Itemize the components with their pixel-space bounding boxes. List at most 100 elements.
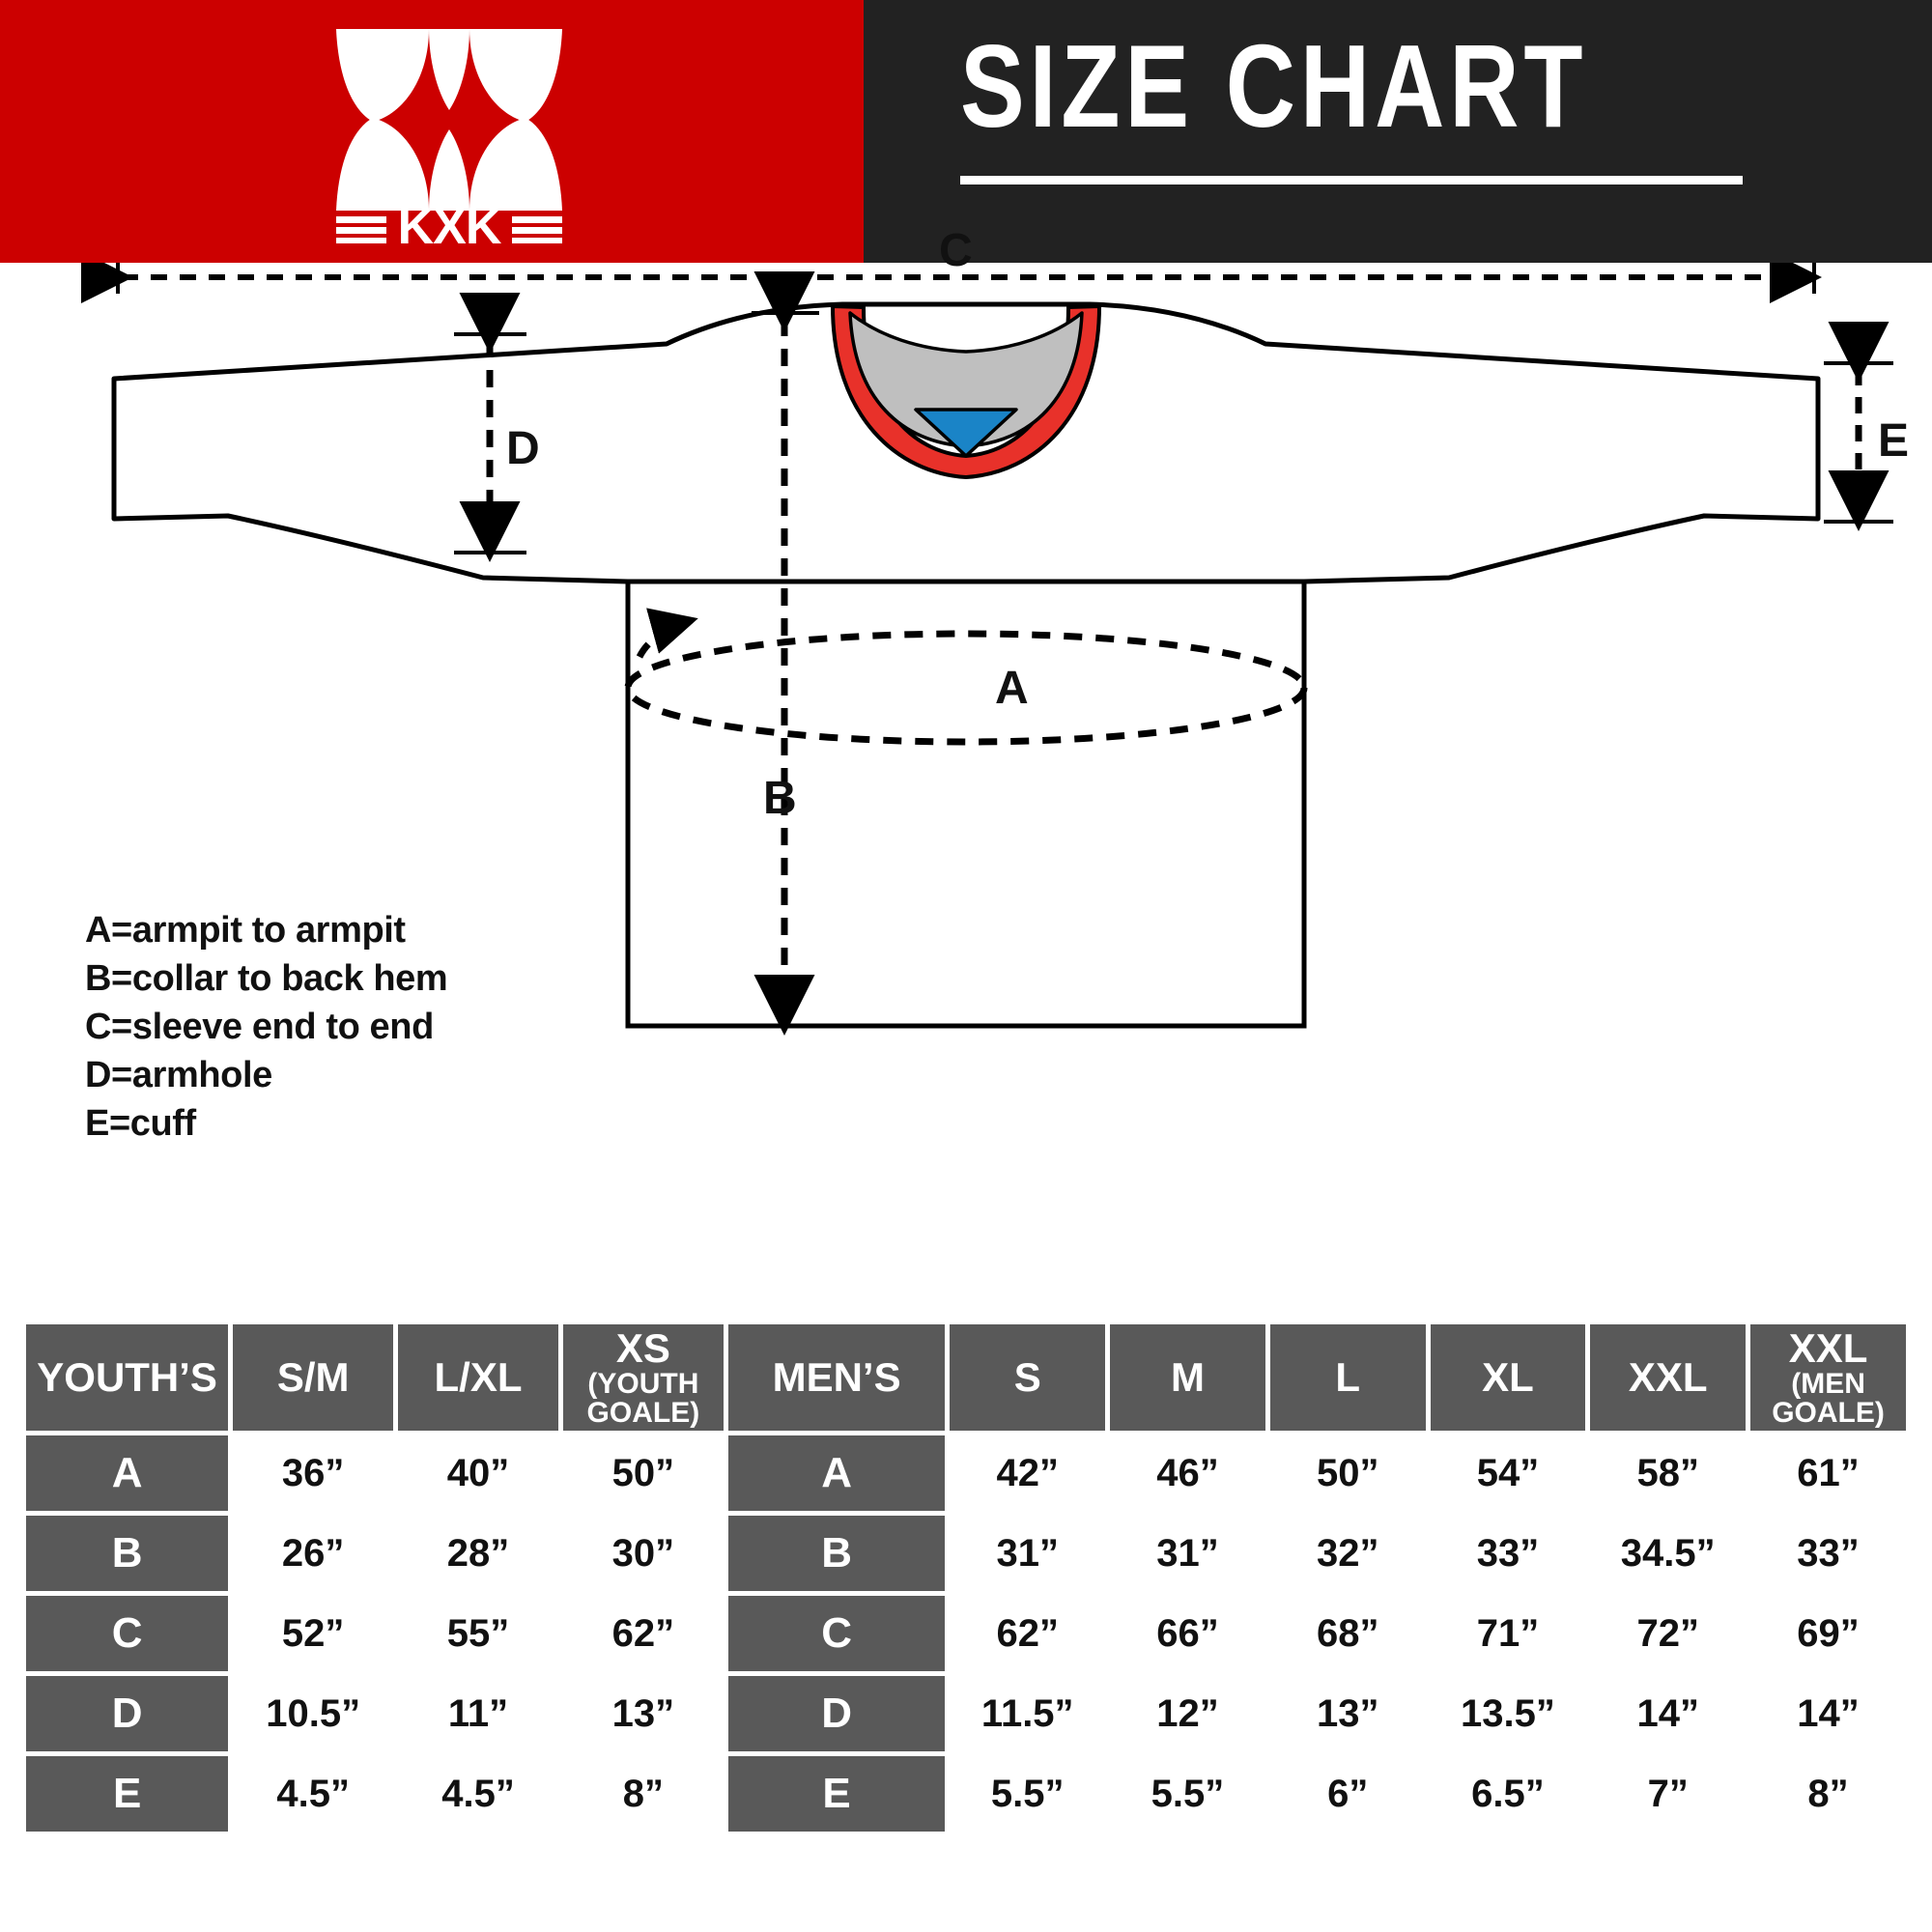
dimension-c	[81, 263, 1822, 303]
size-table-wrap: YOUTH’S S/M L/XL XS (YOUTH GOALE) MEN’S S M L XL X…	[21, 1320, 1911, 1836]
cell-mens-D-5: 14”	[1750, 1676, 1906, 1751]
cell-youth-B-2: 30”	[562, 1516, 724, 1591]
cell-mens-E-2: 6”	[1269, 1756, 1426, 1832]
cell-youth-A-0: 36”	[233, 1435, 394, 1511]
header-main: L	[1335, 1353, 1361, 1400]
table-row: C 52” 55” 62” C 62” 66” 68” 71” 72” 69”	[26, 1596, 1906, 1671]
jersey-collar	[831, 304, 1101, 479]
table-header-mens-size-4: XXL	[1590, 1324, 1747, 1431]
table-row: B 26” 28” 30” B 31” 31” 32” 33” 34.5” 33”	[26, 1516, 1906, 1591]
table-header-youth: YOUTH’S	[26, 1324, 229, 1431]
cell-youth-D-2: 13”	[562, 1676, 724, 1751]
size-table: YOUTH’S S/M L/XL XS (YOUTH GOALE) MEN’S S M L XL X…	[21, 1320, 1911, 1836]
dimension-c-label: C	[951, 263, 984, 266]
cell-mens-E-3: 6.5”	[1430, 1756, 1586, 1832]
cell-youth-C-1: 55”	[398, 1596, 558, 1671]
table-header-youth-size-2: XS (YOUTH GOALE)	[562, 1324, 724, 1431]
cell-mens-D-3: 13.5”	[1430, 1676, 1586, 1751]
cell-youth-C-2: 62”	[562, 1596, 724, 1671]
dimension-e-label: E	[1878, 415, 1909, 467]
header-main: XXL	[1788, 1324, 1868, 1371]
cell-mens-C-5: 69”	[1750, 1596, 1906, 1671]
cell-youth-E-2: 8”	[562, 1756, 724, 1832]
cell-mens-B-4: 34.5”	[1590, 1516, 1747, 1591]
header-main: XXL	[1628, 1353, 1708, 1400]
legend-line-c: C=sleeve end to end	[85, 1007, 434, 1047]
table-row: D 10.5” 11” 13” D 11.5” 12” 13” 13.5” 14” 14”	[26, 1676, 1906, 1751]
cell-mens-A-5: 61”	[1750, 1435, 1906, 1511]
row-label-mens-E: E	[727, 1756, 946, 1832]
header-main: MEN’S	[772, 1353, 901, 1400]
cell-mens-E-1: 5.5”	[1110, 1756, 1265, 1832]
row-label-mens-C: C	[727, 1596, 946, 1671]
cell-mens-C-0: 62”	[950, 1596, 1106, 1671]
cell-mens-C-2: 68”	[1269, 1596, 1426, 1671]
table-row: A 36” 40” 50” A 42” 46” 50” 54” 58” 61”	[26, 1435, 1906, 1511]
cell-youth-A-2: 50”	[562, 1435, 724, 1511]
cell-youth-E-0: 4.5”	[233, 1756, 394, 1832]
cell-mens-A-0: 42”	[950, 1435, 1106, 1511]
row-label-mens-D: D	[727, 1676, 946, 1751]
table-header-youth-size-1: L/XL	[398, 1324, 558, 1431]
row-label-mens-A: A	[727, 1435, 946, 1511]
row-label-mens-B: B	[727, 1516, 946, 1591]
cell-youth-E-1: 4.5”	[398, 1756, 558, 1832]
cell-mens-D-0: 11.5”	[950, 1676, 1106, 1751]
cell-mens-E-5: 8”	[1750, 1756, 1906, 1832]
table-header-mens-size-5: XXL (MEN GOALE)	[1750, 1324, 1906, 1431]
cell-mens-D-4: 14”	[1590, 1676, 1747, 1751]
header-main: L/XL	[434, 1353, 523, 1400]
header-main: YOUTH’S	[37, 1353, 217, 1400]
row-label-youth-C: C	[26, 1596, 229, 1671]
legend-line-a: A=armpit to armpit	[85, 910, 406, 951]
header-main: S/M	[276, 1353, 350, 1400]
page-title-wrap: SIZE CHART	[960, 27, 1874, 145]
svg-text:KXK: KXK	[398, 199, 502, 243]
header-title-panel: SIZE CHART	[864, 0, 1932, 263]
cell-mens-A-2: 50”	[1269, 1435, 1426, 1511]
cell-mens-B-0: 31”	[950, 1516, 1106, 1591]
header-sub: (YOUTH GOALE)	[586, 1368, 700, 1430]
cell-mens-D-2: 13”	[1269, 1676, 1426, 1751]
dimension-b-label: B	[763, 773, 797, 824]
dimension-a-label: A	[995, 663, 1029, 714]
cell-youth-D-1: 11”	[398, 1676, 558, 1751]
table-header-mens: MEN’S	[727, 1324, 946, 1431]
cell-mens-C-3: 71”	[1430, 1596, 1586, 1671]
dimension-b	[752, 271, 819, 1036]
cell-mens-E-0: 5.5”	[950, 1756, 1106, 1832]
cell-mens-A-4: 58”	[1590, 1435, 1747, 1511]
table-header-mens-size-3: XL	[1430, 1324, 1586, 1431]
row-label-youth-B: B	[26, 1516, 229, 1591]
row-label-youth-E: E	[26, 1756, 229, 1832]
dimension-d-label: D	[506, 423, 540, 474]
dimension-a	[624, 608, 1308, 746]
legend-line-d: D=armhole	[85, 1055, 272, 1095]
kxk-logo-icon: KXK	[328, 21, 570, 243]
header-sub: (MEN GOALE)	[1772, 1368, 1885, 1430]
cell-mens-D-1: 12”	[1110, 1676, 1265, 1751]
cell-youth-B-0: 26”	[233, 1516, 394, 1591]
dimension-d	[454, 293, 526, 562]
cell-mens-C-4: 72”	[1590, 1596, 1747, 1671]
measurement-legend: A=armpit to armpit B=collar to back hem …	[85, 906, 587, 1148]
cell-youth-D-0: 10.5”	[233, 1676, 394, 1751]
header-main: XS	[615, 1324, 670, 1371]
cell-mens-B-5: 33”	[1750, 1516, 1906, 1591]
table-header-youth-size-0: S/M	[233, 1324, 394, 1431]
legend-line-e: E=cuff	[85, 1103, 196, 1144]
cell-mens-B-3: 33”	[1430, 1516, 1586, 1591]
header-main: XL	[1482, 1353, 1534, 1400]
header-main: S	[1013, 1353, 1041, 1400]
cell-mens-E-4: 7”	[1590, 1756, 1747, 1832]
table-header-mens-size-2: L	[1269, 1324, 1426, 1431]
dimension-c-label-text: C	[939, 225, 973, 276]
cell-youth-C-0: 52”	[233, 1596, 394, 1671]
dimension-e	[1824, 322, 1893, 531]
page-header: KXK SIZE CHART	[0, 0, 1932, 263]
cell-youth-B-1: 28”	[398, 1516, 558, 1591]
table-row: E 4.5” 4.5” 8” E 5.5” 5.5” 6” 6.5” 7” 8”	[26, 1756, 1906, 1832]
jersey-diagram: D B E A C	[0, 263, 1932, 1304]
page-title: SIZE CHART	[960, 20, 1588, 152]
